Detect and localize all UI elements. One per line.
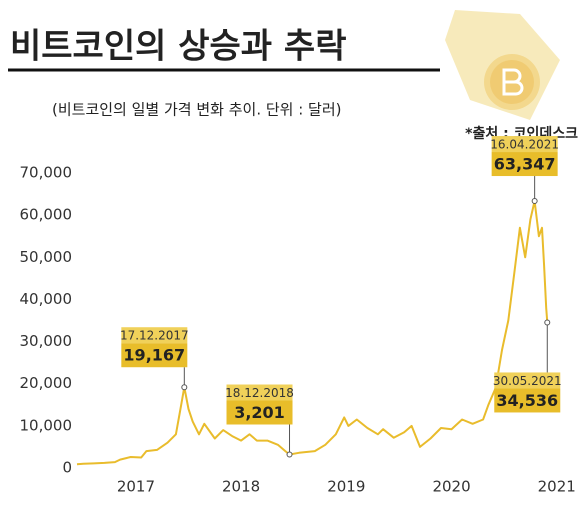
x-tick-label: 2020 <box>432 478 470 496</box>
annotation-date-box <box>226 384 293 401</box>
annotation-date: 18.12.2018 <box>225 386 294 400</box>
coin-icon <box>445 10 560 120</box>
chart-subtitle: (비트코인의 일별 가격 변화 추이. 단위 : 달러) <box>52 101 342 119</box>
y-tick-label: 70,000 <box>20 164 73 182</box>
x-tick-label: 2018 <box>222 478 260 496</box>
y-tick-label: 10,000 <box>20 416 73 434</box>
annotation-value-box <box>121 343 188 368</box>
annotation-value: 19,167 <box>123 346 185 365</box>
annotation: 18.12.2018 3,201 <box>225 384 294 458</box>
chart-title: 비트코인의 상승과 추락 <box>10 27 346 67</box>
annotation-date: 30.05.2021 <box>493 374 562 388</box>
y-tick-label: 60,000 <box>20 206 73 224</box>
annotation-date-box <box>491 136 558 153</box>
x-tick-label: 2019 <box>327 478 365 496</box>
annotation-value: 34,536 <box>496 391 558 410</box>
y-tick-label: 30,000 <box>20 332 73 350</box>
x-tick-label: 2021 <box>538 478 576 496</box>
annotation: 17.12.2017 19,167 <box>120 327 189 391</box>
annotation-marker <box>544 319 551 326</box>
annotation-date-box <box>121 327 188 344</box>
y-tick-label: 50,000 <box>20 248 73 266</box>
annotation-value: 63,347 <box>494 155 556 174</box>
annotation-value-box <box>226 400 293 425</box>
annotation: 30.05.2021 34,536 <box>493 319 562 413</box>
annotation-value: 3,201 <box>234 403 285 422</box>
annotation-date: 17.12.2017 <box>120 329 189 343</box>
price-line <box>76 200 549 466</box>
annotation-value-box <box>494 388 561 413</box>
annotation-date-box <box>494 372 561 389</box>
x-tick-label: 2017 <box>117 478 155 496</box>
annotation-date: 16.04.2021 <box>490 138 559 152</box>
annotation-marker <box>181 384 188 391</box>
y-tick-label: 20,000 <box>20 374 73 392</box>
y-tick-label: 0 <box>62 459 72 477</box>
y-tick-label: 40,000 <box>20 290 73 308</box>
annotation: 16.04.2021 63,347 <box>490 136 559 205</box>
annotation-marker <box>531 198 538 205</box>
annotation-value-box <box>491 152 558 177</box>
annotation-marker <box>286 451 293 458</box>
